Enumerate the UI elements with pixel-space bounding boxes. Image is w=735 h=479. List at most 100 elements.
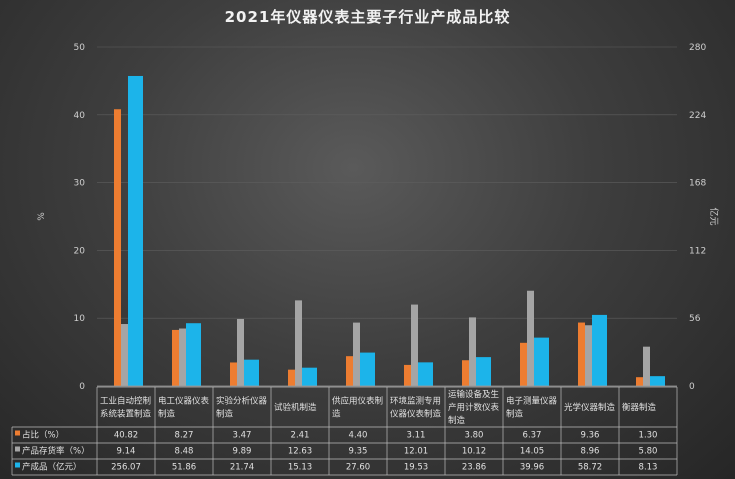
data-label: 40.82	[114, 431, 138, 441]
data-label: 4.40	[349, 431, 368, 441]
legend-swatch	[15, 462, 20, 468]
data-label: 58.72	[578, 463, 602, 473]
category-label: 制造	[216, 409, 234, 420]
bar-share	[520, 342, 527, 386]
data-label: 39.96	[520, 463, 544, 473]
legend-swatch	[15, 430, 20, 436]
bar-finished-goods	[360, 352, 375, 386]
bar-inventory-rate	[411, 304, 418, 386]
data-label: 12.63	[288, 447, 312, 457]
category-label: 电工仪器仪表	[158, 396, 210, 407]
data-label: 5.80	[639, 447, 658, 457]
bar-inventory-rate	[643, 346, 650, 386]
legend-label: 产成品（亿元）	[22, 462, 82, 473]
category-label: 实验分析仪器	[216, 396, 268, 407]
category-label: 制造	[158, 409, 176, 420]
bar-share	[114, 109, 121, 386]
bar-inventory-rate	[179, 328, 186, 386]
data-label: 1.30	[639, 431, 658, 441]
bar-inventory-rate	[295, 300, 302, 386]
bar-share	[404, 364, 411, 386]
data-label: 23.86	[462, 463, 486, 473]
y-tick-label: 0	[79, 382, 85, 392]
legend-label: 产品存货率（%）	[22, 446, 90, 457]
bar-finished-goods	[592, 314, 607, 386]
y-tick-label: 10	[74, 314, 86, 324]
bar-share	[578, 322, 585, 386]
bar-inventory-rate	[353, 322, 360, 386]
category-label: 衡器制造	[622, 402, 657, 413]
y-tick-label: 50	[74, 43, 86, 53]
category-label: 试验机制造	[274, 402, 317, 413]
data-label: 9.35	[349, 447, 368, 457]
bar-inventory-rate	[585, 325, 592, 386]
y2-tick-label: 0	[689, 382, 695, 392]
y2-tick-label: 168	[689, 179, 706, 189]
bar-share	[636, 377, 643, 386]
legend-label: 占比（%）	[22, 430, 64, 441]
category-label: 制造	[506, 409, 524, 420]
data-label: 256.07	[111, 463, 141, 473]
bar-share	[462, 360, 469, 386]
data-label: 12.01	[404, 447, 428, 457]
bar-share	[172, 329, 179, 386]
bar-inventory-rate	[527, 290, 534, 386]
bar-finished-goods	[476, 357, 491, 386]
bar-finished-goods	[650, 376, 665, 386]
data-label: 15.13	[288, 463, 312, 473]
data-label: 6.37	[523, 431, 542, 441]
data-label: 8.96	[581, 447, 600, 457]
data-label: 14.05	[520, 447, 544, 457]
category-label: 运输设备及生	[448, 389, 500, 400]
data-label: 27.60	[346, 463, 370, 473]
data-label: 3.11	[407, 431, 426, 441]
data-label: 51.86	[172, 463, 196, 473]
y2-tick-label: 56	[689, 314, 701, 324]
y-axis-label: %	[37, 212, 47, 221]
y2-tick-label: 224	[689, 111, 706, 121]
data-label: 9.36	[581, 431, 600, 441]
bar-finished-goods	[418, 362, 433, 386]
category-label: 环境监测专用	[390, 396, 441, 407]
y-tick-label: 20	[74, 246, 86, 256]
bar-finished-goods	[186, 323, 201, 386]
bar-share	[288, 369, 295, 386]
data-label: 3.47	[233, 431, 252, 441]
bar-share	[346, 356, 353, 386]
y-tick-label: 30	[74, 179, 86, 189]
data-label: 19.53	[404, 463, 428, 473]
category-label: 仪器仪表制造	[390, 409, 442, 420]
bar-inventory-rate	[469, 317, 476, 386]
bar-inventory-rate	[121, 324, 128, 386]
category-label: 电子测量仪器	[506, 396, 558, 407]
y2-axis-label: 亿元	[708, 207, 720, 225]
bar-inventory-rate	[237, 318, 244, 386]
bar-finished-goods	[128, 75, 143, 387]
category-label: 造	[332, 409, 341, 420]
category-label: 供应用仪表制	[332, 396, 383, 407]
category-label: 工业自动控制	[100, 396, 151, 407]
legend-swatch	[15, 446, 20, 452]
data-label: 8.13	[639, 463, 658, 473]
category-label: 制造	[448, 415, 466, 426]
data-label: 3.80	[465, 431, 484, 441]
y2-tick-label: 280	[689, 43, 706, 53]
bar-finished-goods	[302, 367, 317, 386]
category-label: 光学仪器制造	[564, 402, 616, 413]
y2-tick-label: 112	[689, 246, 706, 256]
category-label: 系统装置制造	[100, 409, 152, 420]
category-label: 产用计数仪表	[448, 402, 500, 413]
y-tick-label: 40	[74, 111, 86, 121]
data-label: 8.27	[175, 431, 194, 441]
data-label: 21.74	[230, 463, 254, 473]
data-label: 9.14	[117, 447, 136, 457]
bar-share	[230, 362, 237, 386]
bar-finished-goods	[534, 337, 549, 386]
data-label: 8.48	[175, 447, 194, 457]
chart-title: 2021年仪器仪表主要子行业产成品比较	[224, 8, 511, 26]
data-label: 2.41	[291, 431, 310, 441]
bar-finished-goods	[244, 359, 259, 386]
data-label: 9.89	[233, 447, 252, 457]
